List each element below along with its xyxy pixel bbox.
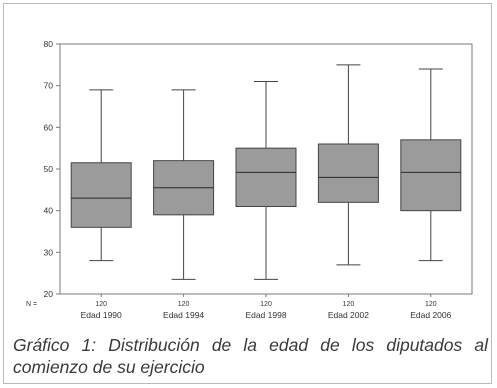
y-tick-label: 70 <box>44 81 54 91</box>
x-category-label: Edad 1990 <box>81 310 122 320</box>
box-iqr <box>317 143 379 203</box>
y-tick-label: 30 <box>44 247 54 257</box>
x-category-label: Edad 1998 <box>245 310 286 320</box>
box-series <box>70 64 462 280</box>
n-count-label: 120 <box>95 301 107 308</box>
box-iqr <box>400 139 462 212</box>
n-count-label: 120 <box>343 301 355 308</box>
box-iqr <box>70 162 132 228</box>
x-axis-labels: 120 Edad 1990 120 Edad 1994 120 Edad 1998 120 E… <box>26 294 452 320</box>
y-tick-label: 50 <box>44 164 54 174</box>
x-category-label: Edad 1994 <box>163 310 204 320</box>
y-tick-label: 40 <box>44 206 54 216</box>
x-category-label: Edad 2006 <box>410 310 451 320</box>
x-category-label: Edad 2002 <box>328 310 369 320</box>
y-axis: 20 30 40 50 60 70 80 <box>44 39 60 299</box>
y-tick-label: 80 <box>44 39 54 49</box>
y-tick-label: 60 <box>44 122 54 132</box>
n-count-label: 120 <box>425 301 437 308</box>
n-count-label: 120 <box>178 301 190 308</box>
figure-caption: Gráfico 1: Distribución de la edad de lo… <box>13 335 488 377</box>
y-tick-label: 20 <box>44 289 54 299</box>
box-iqr <box>235 147 297 208</box>
n-count-label: 120 <box>260 301 272 308</box>
n-prefix-label: N = <box>26 301 37 308</box>
